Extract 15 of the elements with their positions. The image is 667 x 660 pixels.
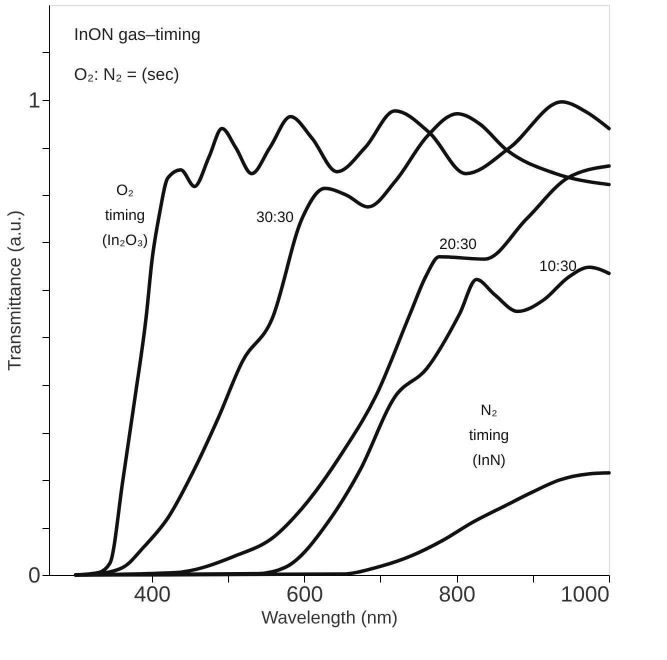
x-tick-label: 400 xyxy=(134,582,171,606)
x-tick-label: 1000 xyxy=(560,582,610,606)
series-label: 30:30 xyxy=(256,209,294,226)
annotation: O₂: N₂ = (sec) xyxy=(74,65,180,84)
y-axis-title: Transmittance (a.u.) xyxy=(4,210,24,371)
x-tick-label: 600 xyxy=(286,582,324,606)
x-axis-title: Wavelength (nm) xyxy=(261,608,398,628)
text: N₂ timing (InN) xyxy=(468,402,510,469)
series-label: 10:30 xyxy=(539,258,577,275)
series-label: O₂ timing (In₂O₃) xyxy=(102,182,148,249)
y-tick-label: 0 xyxy=(28,562,40,588)
x-tick-label: 800 xyxy=(438,582,476,606)
annotation: InON gas–timing xyxy=(74,25,201,44)
series-label: 20:30 xyxy=(439,236,477,253)
y-tick-label: 1 xyxy=(28,88,40,112)
